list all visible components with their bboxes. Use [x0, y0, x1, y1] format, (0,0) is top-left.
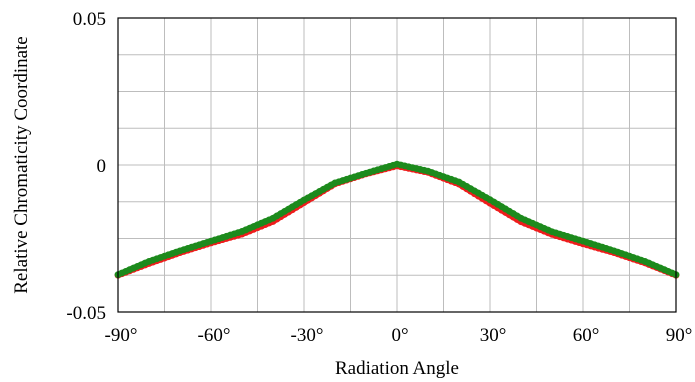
x-tick-label: 60° — [573, 325, 600, 346]
x-tick-label: -30° — [291, 325, 324, 346]
y-tick-labels: 0.05 0 -0.05 — [66, 9, 106, 324]
x-tick-label: 0° — [391, 325, 408, 346]
series-group — [114, 160, 680, 279]
x-tick-labels: -90° -60° -30° 0° 30° 60° 90° — [105, 325, 693, 346]
y-axis-title: Relative Chromaticity Coordinate — [11, 36, 32, 294]
x-tick-label: -60° — [198, 325, 231, 346]
series-markers-2 — [114, 160, 680, 279]
y-tick-label: -0.05 — [66, 303, 106, 324]
x-tick-label: -90° — [105, 325, 138, 346]
x-axis-title: Radiation Angle — [335, 358, 459, 379]
x-tick-label: 90° — [666, 325, 693, 346]
plot-frame — [117, 17, 677, 313]
y-tick-label: 0.05 — [73, 9, 106, 30]
y-tick-label: 0 — [97, 156, 107, 177]
x-tick-label: 30° — [480, 325, 507, 346]
